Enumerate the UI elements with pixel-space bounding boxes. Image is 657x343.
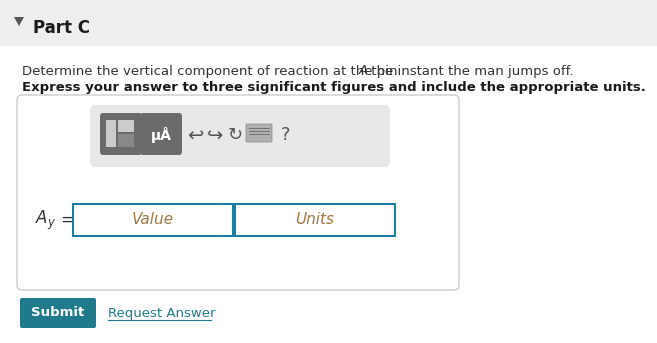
Text: =: =: [60, 211, 74, 229]
Text: Express your answer to three significant figures and include the appropriate uni: Express your answer to three significant…: [22, 82, 646, 95]
FancyBboxPatch shape: [246, 124, 272, 142]
FancyBboxPatch shape: [118, 134, 134, 147]
Text: μÅ: μÅ: [150, 127, 171, 143]
FancyBboxPatch shape: [106, 120, 116, 147]
FancyBboxPatch shape: [0, 0, 657, 46]
Text: Units: Units: [296, 213, 334, 227]
FancyBboxPatch shape: [140, 113, 182, 155]
Text: ?: ?: [281, 126, 290, 144]
FancyBboxPatch shape: [20, 298, 96, 328]
FancyBboxPatch shape: [73, 204, 233, 236]
FancyBboxPatch shape: [90, 105, 390, 167]
Text: the instant the man jumps off.: the instant the man jumps off.: [367, 66, 574, 79]
Polygon shape: [14, 17, 24, 26]
FancyBboxPatch shape: [17, 95, 459, 290]
FancyBboxPatch shape: [235, 204, 395, 236]
Text: Submit: Submit: [32, 307, 85, 319]
FancyBboxPatch shape: [118, 120, 134, 132]
Text: Part C: Part C: [33, 19, 90, 37]
Text: ↩: ↩: [187, 126, 203, 144]
Text: Determine the vertical component of reaction at the pin: Determine the vertical component of reac…: [22, 66, 401, 79]
Text: Value: Value: [132, 213, 174, 227]
Text: ↪: ↪: [207, 126, 223, 144]
FancyBboxPatch shape: [100, 113, 142, 155]
Text: Request Answer: Request Answer: [108, 307, 215, 319]
Text: ↻: ↻: [227, 126, 242, 144]
Text: $A_y$: $A_y$: [35, 209, 57, 232]
Text: A: A: [359, 64, 368, 78]
